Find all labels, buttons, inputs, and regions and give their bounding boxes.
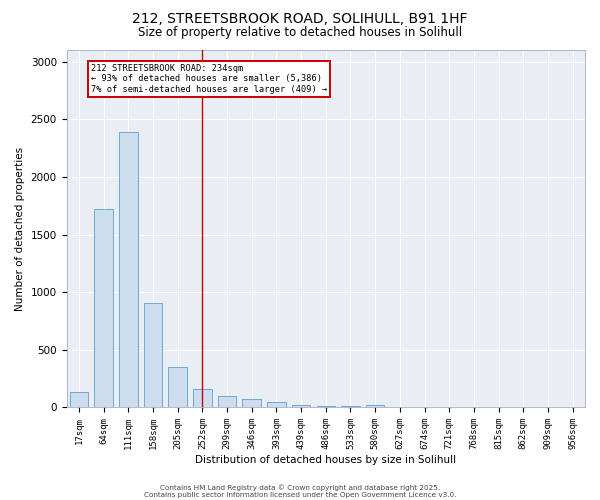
Bar — [169, 367, 187, 408]
Bar — [94, 209, 113, 408]
Bar — [391, 407, 409, 408]
Text: Contains HM Land Registry data © Crown copyright and database right 2025.: Contains HM Land Registry data © Crown c… — [160, 484, 440, 491]
Bar — [143, 302, 162, 408]
X-axis label: Distribution of detached houses by size in Solihull: Distribution of detached houses by size … — [195, 455, 457, 465]
Bar — [119, 132, 137, 407]
Bar — [341, 406, 360, 408]
Y-axis label: Number of detached properties: Number of detached properties — [15, 146, 25, 311]
Bar — [218, 396, 236, 407]
Text: 212, STREETSBROOK ROAD, SOLIHULL, B91 1HF: 212, STREETSBROOK ROAD, SOLIHULL, B91 1H… — [132, 12, 468, 26]
Text: 212 STREETSBROOK ROAD: 234sqm
← 93% of detached houses are smaller (5,386)
7% of: 212 STREETSBROOK ROAD: 234sqm ← 93% of d… — [91, 64, 328, 94]
Bar — [292, 404, 310, 407]
Bar — [267, 402, 286, 407]
Bar — [317, 406, 335, 407]
Text: Contains public sector information licensed under the Open Government Licence v3: Contains public sector information licen… — [144, 492, 456, 498]
Bar — [70, 392, 88, 407]
Bar — [366, 404, 385, 407]
Bar — [193, 389, 212, 407]
Bar — [242, 400, 261, 407]
Text: Size of property relative to detached houses in Solihull: Size of property relative to detached ho… — [138, 26, 462, 39]
